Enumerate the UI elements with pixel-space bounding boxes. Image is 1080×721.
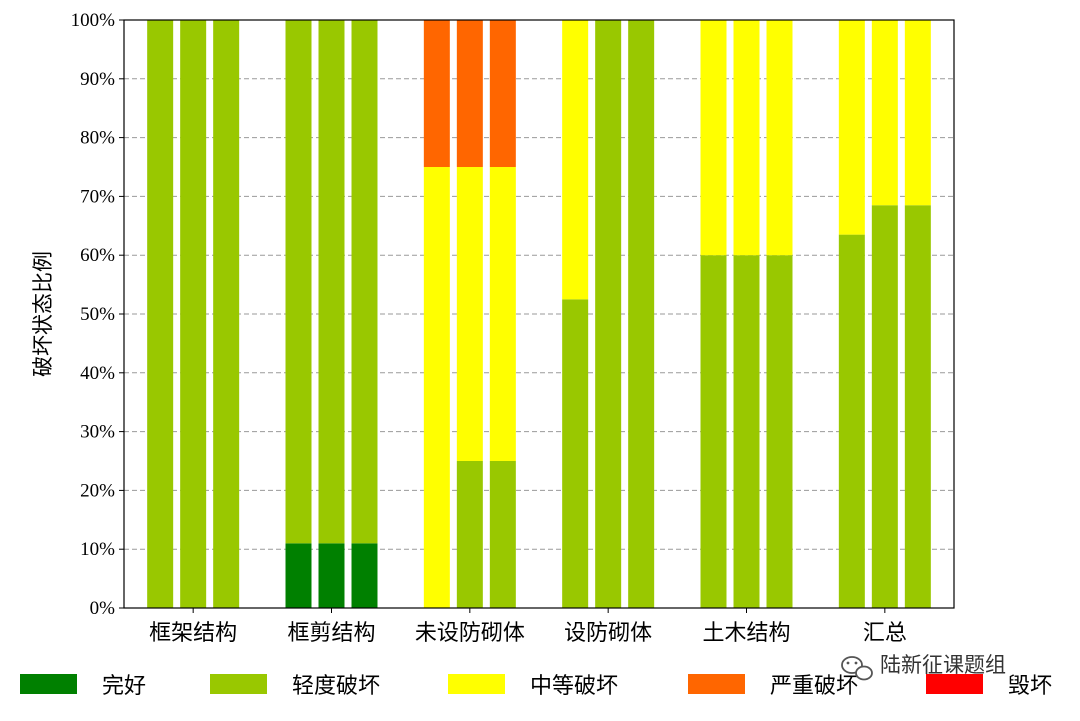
bar-segment	[766, 255, 793, 608]
bar-segment	[628, 20, 655, 608]
bar-segment	[456, 167, 483, 461]
bars	[147, 20, 931, 608]
legend: 完好 轻度破坏 中等破坏 严重破坏 毁坏	[20, 674, 1052, 699]
legend-label: 完好	[102, 674, 146, 699]
bar-segment	[285, 543, 312, 608]
legend-swatch	[448, 674, 505, 694]
y-axis-title: 破坏状态比例	[31, 251, 55, 377]
bar-segment	[423, 20, 450, 167]
y-tick-label: 20%	[80, 480, 115, 501]
y-tick-label: 30%	[80, 422, 115, 443]
legend-swatch	[20, 674, 77, 694]
bar-segment	[285, 20, 312, 544]
legend-swatch	[926, 674, 983, 694]
y-tick-label: 80%	[80, 128, 115, 149]
watermark: 陆新征课题组	[841, 653, 1006, 681]
legend-swatch	[210, 674, 267, 694]
bar-segment	[700, 255, 727, 608]
watermark-text: 陆新征课题组	[880, 653, 1006, 677]
bar-segment	[595, 20, 622, 608]
bar-segment	[180, 20, 207, 608]
y-tick-label: 100%	[71, 10, 116, 31]
legend-label: 严重破坏	[770, 674, 858, 699]
bar-segment	[351, 543, 378, 608]
bar-segment	[562, 20, 589, 300]
y-axis: 0% 10% 20% 30% 40% 50% 60% 70% 80% 90% 100%	[71, 10, 124, 619]
bar-segment	[489, 461, 516, 608]
bar-segment	[423, 167, 450, 608]
x-tick-label: 框架结构	[149, 621, 237, 646]
bar-segment	[456, 20, 483, 167]
y-tick-label: 0%	[90, 598, 116, 619]
y-tick-label: 40%	[80, 363, 115, 384]
x-tick-label: 未设防砌体	[415, 621, 525, 646]
bar-segment	[489, 167, 516, 461]
bar-segment	[766, 20, 793, 256]
bar-segment	[733, 20, 760, 256]
bar-segment	[489, 20, 516, 167]
bar-segment	[456, 461, 483, 608]
bar-segment	[904, 20, 931, 206]
legend-swatch	[688, 674, 745, 694]
bar-segment	[213, 20, 240, 608]
bar-segment	[733, 255, 760, 608]
x-tick-label: 汇总	[863, 621, 907, 646]
legend-label: 轻度破坏	[292, 674, 380, 699]
wechat-icon	[841, 656, 873, 681]
y-tick-label: 70%	[80, 186, 115, 207]
x-tick-label: 框剪结构	[287, 621, 375, 646]
y-tick-label: 60%	[80, 245, 115, 266]
bar-segment	[562, 299, 589, 608]
legend-label: 中等破坏	[530, 674, 618, 699]
x-tick-label: 设防砌体	[564, 621, 652, 646]
x-tick-label: 土木结构	[702, 621, 790, 646]
bar-segment	[147, 20, 174, 608]
bar-segment	[904, 205, 931, 608]
bar-segment	[838, 20, 865, 235]
bar-segment	[838, 234, 865, 608]
bar-segment	[700, 20, 727, 256]
bar-segment	[318, 20, 345, 544]
bar-segment	[871, 20, 898, 206]
bar-segment	[351, 20, 378, 544]
legend-label: 毁坏	[1008, 674, 1052, 699]
grid-lines	[124, 78, 954, 550]
bar-segment	[318, 543, 345, 608]
bar-segment	[871, 205, 898, 608]
y-tick-label: 90%	[80, 69, 115, 90]
y-tick-label: 50%	[80, 304, 115, 325]
y-tick-label: 10%	[80, 539, 115, 560]
x-axis: 框架结构 框剪结构 未设防砌体 设防砌体 土木结构 汇总	[149, 608, 907, 646]
